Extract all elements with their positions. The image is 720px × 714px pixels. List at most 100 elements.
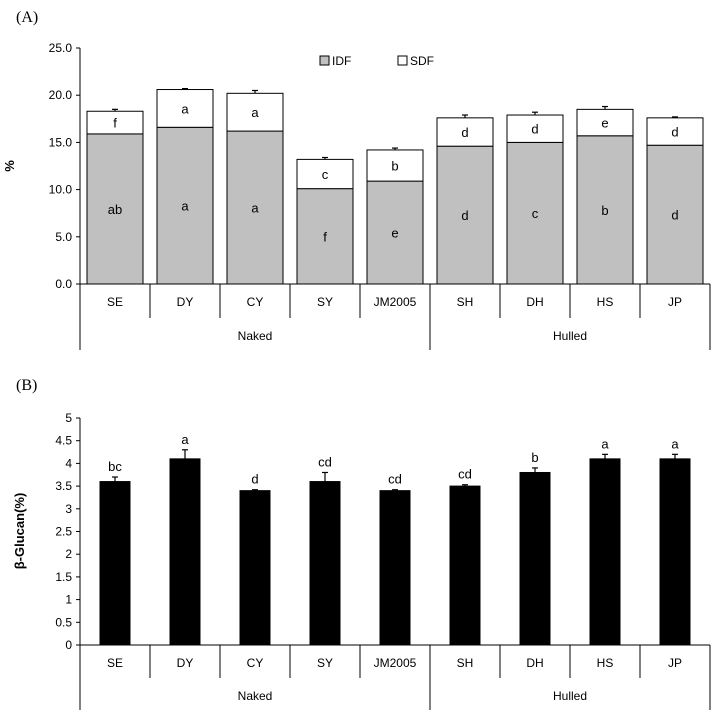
y-tick-label: 0.0 <box>55 277 72 291</box>
x-tick-label: DY <box>177 295 194 309</box>
x-tick-label: DH <box>526 295 543 309</box>
bar <box>296 188 354 285</box>
x-tick-label: CY <box>247 295 264 309</box>
significance-label: bc <box>108 459 122 474</box>
significance-label: d <box>671 125 678 140</box>
bar <box>589 458 621 646</box>
bar <box>366 149 424 182</box>
significance-label: a <box>601 436 609 451</box>
bar <box>99 481 131 646</box>
bar <box>226 130 284 285</box>
y-tick-label: 0 <box>65 638 72 652</box>
y-tick-label: 3 <box>65 502 72 516</box>
y-tick-label: 1.5 <box>55 570 72 584</box>
group-label: Hulled <box>553 329 587 343</box>
x-tick-label: CY <box>247 656 264 670</box>
significance-label: d <box>531 122 538 137</box>
bar <box>659 458 691 646</box>
y-tick-label: 5 <box>65 411 72 425</box>
y-tick-label: 0.5 <box>55 615 72 629</box>
significance-label: f <box>323 229 327 244</box>
y-tick-label: 5.0 <box>55 230 72 244</box>
bar <box>576 108 634 137</box>
significance-label: b <box>531 450 538 465</box>
group-label: Naked <box>238 689 273 703</box>
x-tick-label: SY <box>317 656 333 670</box>
significance-label: d <box>251 472 258 487</box>
legend-swatch <box>397 55 408 66</box>
x-tick-label: SE <box>107 295 123 309</box>
bar <box>519 471 551 646</box>
x-tick-label: HS <box>597 656 614 670</box>
y-tick-label: 25.0 <box>49 41 73 55</box>
y-tick-label: 3.5 <box>55 479 72 493</box>
significance-label: c <box>322 167 329 182</box>
significance-label: e <box>391 226 398 241</box>
y-tick-label: 4 <box>65 456 72 470</box>
bar <box>156 126 214 285</box>
y-tick-label: 15.0 <box>49 135 73 149</box>
bar <box>449 485 481 646</box>
group-label: Naked <box>238 329 273 343</box>
significance-label: d <box>461 125 468 140</box>
bar <box>239 490 271 646</box>
x-tick-label: SH <box>457 656 474 670</box>
bar <box>436 117 494 147</box>
significance-label: e <box>601 116 608 131</box>
bar <box>296 158 354 190</box>
significance-label: b <box>391 159 398 174</box>
bar <box>156 89 214 128</box>
group-label: Hulled <box>553 689 587 703</box>
legend-label: SDF <box>410 54 434 68</box>
significance-label: a <box>181 101 189 116</box>
significance-label: d <box>461 208 468 223</box>
x-tick-label: DH <box>526 656 543 670</box>
bar <box>169 458 201 646</box>
significance-label: b <box>601 203 608 218</box>
y-tick-label: 2 <box>65 547 72 561</box>
x-tick-label: SE <box>107 656 123 670</box>
bar <box>309 481 341 646</box>
significance-label: d <box>671 208 678 223</box>
bar <box>436 145 494 285</box>
y-tick-label: 1 <box>65 593 72 607</box>
significance-label: a <box>251 105 259 120</box>
bar <box>646 117 704 146</box>
y-tick-label: 4.5 <box>55 434 72 448</box>
y-tick-label: 2.5 <box>55 525 72 539</box>
legend-swatch <box>319 55 330 66</box>
significance-label: a <box>181 199 189 214</box>
bar <box>86 133 144 285</box>
significance-label: ab <box>108 202 122 217</box>
significance-label: a <box>181 432 189 447</box>
significance-label: cd <box>458 467 472 482</box>
y-axis-title-a: % <box>2 160 17 172</box>
bar <box>576 135 634 285</box>
x-tick-label: JP <box>668 656 682 670</box>
y-tick-label: 10.0 <box>49 183 73 197</box>
bar <box>226 92 284 132</box>
panel-label-b: (B) <box>16 377 37 394</box>
x-tick-label: SY <box>317 295 333 309</box>
significance-label: a <box>251 201 259 216</box>
legend-label: IDF <box>332 54 351 68</box>
x-tick-label: JM2005 <box>374 656 417 670</box>
bar <box>646 144 704 285</box>
significance-label: cd <box>388 472 402 487</box>
significance-label: cd <box>318 454 332 469</box>
x-tick-label: HS <box>597 295 614 309</box>
bar <box>379 490 411 646</box>
bar <box>506 141 564 285</box>
x-tick-label: JP <box>668 295 682 309</box>
bar <box>506 114 564 143</box>
significance-label: a <box>671 436 679 451</box>
panel-label-a: (A) <box>16 9 38 26</box>
y-tick-label: 20.0 <box>49 88 73 102</box>
significance-label: c <box>532 206 539 221</box>
bar <box>366 180 424 285</box>
x-tick-label: DY <box>177 656 194 670</box>
x-tick-label: JM2005 <box>374 295 417 309</box>
x-tick-label: SH <box>457 295 474 309</box>
significance-label: f <box>113 116 117 131</box>
